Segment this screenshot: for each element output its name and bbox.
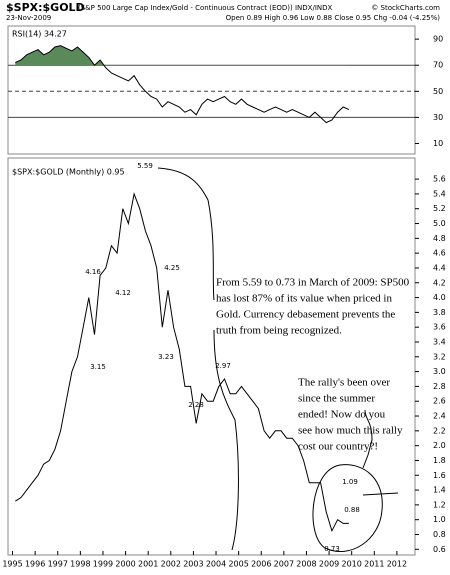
x-tick-label: 1998 [70,560,90,569]
y-tick-label: 5.4 [433,189,446,198]
y-tick-label: 4.4 [433,263,446,272]
y-tick-label: 3.0 [433,367,446,376]
rsi-frame [7,25,416,155]
y-tick-label: 2.0 [433,441,446,450]
note-line: truth from being recognized. [216,325,342,337]
subtitle: (S&P 500 Large Cap Index/Gold - Continuo… [78,4,333,12]
y-tick-label: 4.6 [433,249,446,258]
quote: Open 0.89 High 0.96 Low 0.88 Close 0.95 … [226,14,441,22]
x-tick-label: 2010 [342,560,362,569]
y-tick-label: 1.2 [433,500,446,509]
price-annotation: 0.88 [344,506,360,514]
price-frame [7,157,416,556]
hand-drawn-line [157,167,239,551]
y-tick-label: 4.0 [433,293,446,302]
y-tick-label: 90 [433,35,443,44]
x-tick-label: 1999 [93,560,113,569]
note-line: has lost 87% of its value when priced in [216,293,392,305]
y-tick-label: 30 [433,113,443,122]
y-tick-label: 4.2 [433,278,446,287]
y-tick-label: 1.8 [433,456,446,465]
note-line: ended! Now do you [298,409,386,421]
note-line: see how much this rally [298,425,403,437]
date: 23-Nov-2009 [6,14,51,22]
price-annotation: 3.15 [90,363,106,371]
note-line: From 5.59 to 0.73 in March of 2009: SP50… [216,277,410,289]
price-annotation: 2.97 [215,362,231,370]
x-tick-label: 1995 [2,560,22,569]
x-tick-label: 2006 [251,560,271,569]
note-line: Gold. Currency debasement prevents the [216,309,395,321]
y-tick-label: 3.6 [433,323,446,332]
y-tick-label: 1.4 [433,486,446,495]
y-tick-label: 1.0 [433,515,446,524]
y-tick-label: 5.2 [433,204,446,213]
note-line: The rally's been over [298,377,390,389]
x-tick-label: 1997 [48,560,68,569]
legend: RSI(14) 34.27 [12,30,67,39]
y-tick-label: 3.2 [433,352,446,361]
x-tick-label: 2011 [364,560,384,569]
price-annotation: 2.28 [188,401,204,409]
price-annotation: 0.73 [324,545,340,553]
price-annotation: 4.25 [164,264,180,272]
note-line: since the summer [298,393,375,405]
x-tick-label: 2000 [115,560,135,569]
x-tick-label: 2001 [138,560,158,569]
price-annotation: 4.12 [115,289,131,297]
x-tick-label: 2005 [228,560,248,569]
series-line [15,45,350,124]
y-tick-label: 2.4 [433,412,446,421]
price-annotation: 1.09 [342,478,358,486]
symbol: $SPX:$GOLD [6,1,85,14]
series-line [15,192,349,533]
y-tick-label: 5.0 [433,219,446,228]
y-tick-label: 0.8 [433,530,446,539]
legend: $SPX:$GOLD (Monthly) 0.95 [12,168,125,177]
x-tick-label: 2004 [206,560,226,569]
y-tick-label: 1.6 [433,471,446,480]
y-tick-label: 10 [433,139,443,148]
y-tick-label: 5.6 [433,175,446,184]
y-tick-label: 2.8 [433,382,446,391]
y-tick-label: 0.6 [433,545,446,554]
price-annotation: 3.23 [158,353,174,361]
hand-drawn-circle [312,409,399,553]
x-tick-label: 1996 [25,560,45,569]
price-annotation: 4.16 [85,268,101,276]
y-tick-label: 70 [433,61,443,70]
x-tick-label: 2009 [319,560,339,569]
y-tick-label: 3.4 [433,337,446,346]
note-line: cost our country?! [298,441,378,453]
x-tick-label: 2008 [296,560,316,569]
credit: © StockCharts.com [371,4,440,12]
x-tick-label: 2003 [183,560,203,569]
y-tick-label: 3.8 [433,308,446,317]
x-tick-label: 2012 [387,560,407,569]
x-tick-label: 2007 [274,560,294,569]
y-tick-label: 50 [433,87,443,96]
y-tick-label: 2.2 [433,426,446,435]
y-tick-label: 2.6 [433,397,446,406]
price-annotation: 5.59 [137,162,153,170]
x-tick-label: 2002 [161,560,181,569]
y-tick-label: 4.8 [433,234,446,243]
rsi-fill [15,45,104,66]
